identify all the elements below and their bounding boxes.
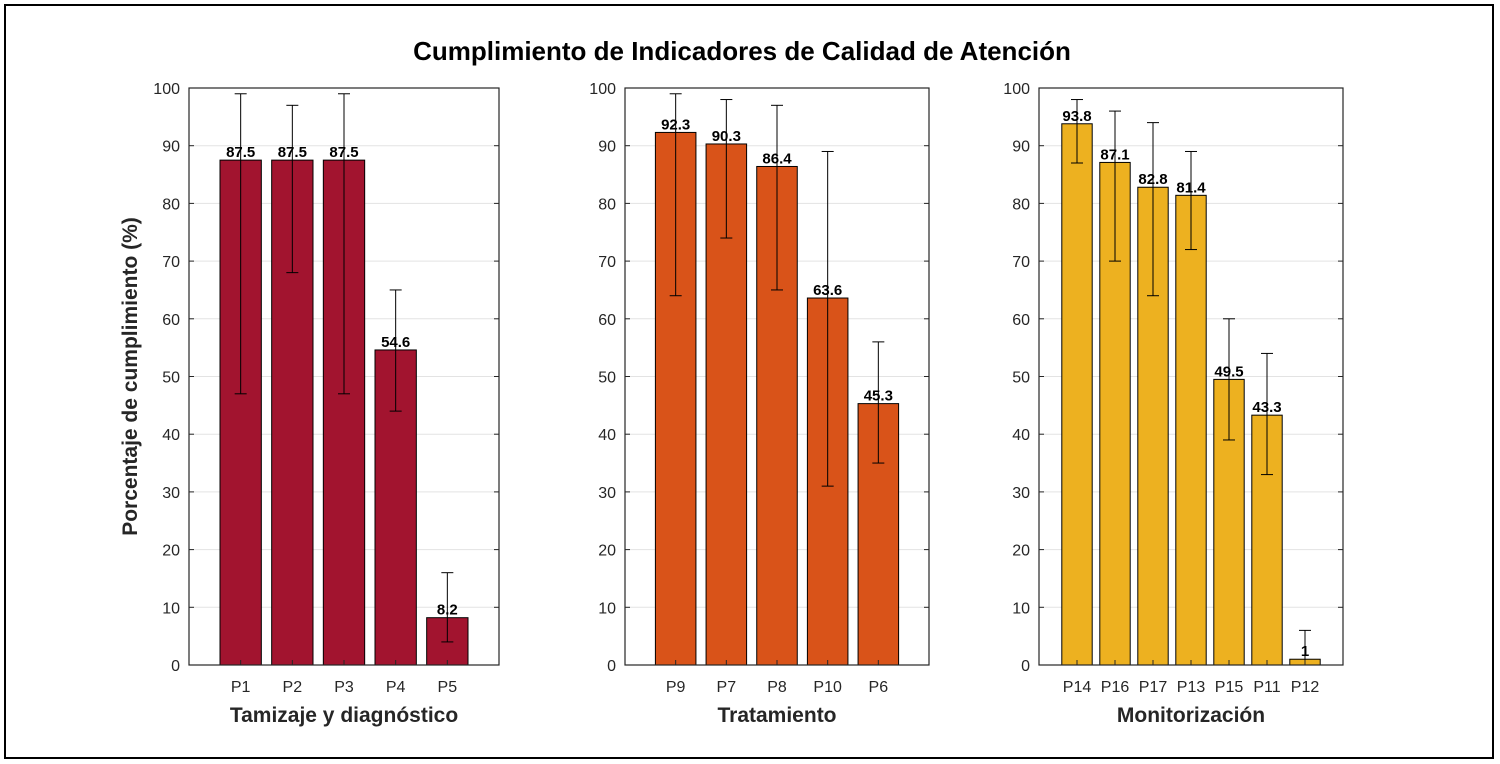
y-tick-label: 10 [1012,600,1030,617]
x-tick-label-P7: P7 [717,679,737,696]
y-tick-label: 50 [598,370,616,387]
y-tick-label: 60 [162,312,180,329]
y-tick-label: 50 [1012,370,1030,387]
y-tick-label: 0 [171,658,180,675]
y-tick-label: 100 [1003,81,1030,98]
data-label-P6: 45.3 [864,388,893,405]
chart-title: Cumplimiento de Indicadores de Calidad d… [413,36,1071,66]
x-tick-label-P8: P8 [767,679,787,696]
y-axis-label: Porcentaje de cumplimiento (%) [119,217,142,536]
y-tick-label: 20 [598,543,616,560]
y-tick-label: 30 [162,485,180,502]
data-label-P14: 93.8 [1062,108,1091,125]
x-axis-label: Tamizaje y diagnóstico [230,704,458,727]
data-label-P16: 87.1 [1100,146,1129,163]
x-tick-label-P4: P4 [386,679,406,696]
axes-box [1038,87,1344,666]
data-label-P2: 87.5 [278,144,307,161]
y-tick-label: 70 [162,254,180,271]
y-tick-label: 20 [162,543,180,560]
y-tick-label: 60 [1012,312,1030,329]
x-tick-label-P15: P15 [1215,679,1244,696]
axes-box [188,87,500,666]
bar-P13 [1175,194,1207,666]
data-label-P13: 81.4 [1176,179,1206,196]
data-label-P12: 1 [1301,643,1309,660]
x-tick-label-P17: P17 [1139,679,1168,696]
x-tick-label-P6: P6 [869,679,889,696]
x-axis-label: Tratamiento [717,704,836,727]
x-tick-label-P13: P13 [1177,679,1206,696]
y-tick-label: 70 [1012,254,1030,271]
x-tick-label-P12: P12 [1291,679,1320,696]
x-tick-label-P5: P5 [438,679,458,696]
data-label-P10: 63.6 [813,282,842,299]
y-tick-label: 90 [598,139,616,156]
y-tick-label: 20 [1012,543,1030,560]
x-tick-label-P2: P2 [283,679,303,696]
y-tick-label: 100 [589,81,616,98]
y-tick-label: 10 [162,600,180,617]
data-label-P11: 43.3 [1252,399,1281,416]
y-tick-label: 30 [1012,485,1030,502]
data-label-P5: 8.2 [437,602,458,619]
data-label-P1: 87.5 [226,144,255,161]
y-tick-label: 0 [607,658,616,675]
data-label-P9: 92.3 [661,116,690,133]
chart-panel-2: 0 10 20 30 40 50 60 70 80 90 100 92.3 P9 90.3 P7 86.4 P8… [589,81,930,727]
y-tick-label: 90 [162,139,180,156]
data-label-P15: 49.5 [1214,363,1243,380]
x-tick-label-P9: P9 [666,679,686,696]
y-tick-label: 70 [598,254,616,271]
x-axis-label: Monitorización [1117,704,1265,727]
y-tick-label: 100 [153,81,180,98]
y-tick-label: 50 [162,370,180,387]
x-tick-label-P10: P10 [813,679,842,696]
y-tick-label: 40 [1012,427,1030,444]
x-tick-label-P3: P3 [334,679,354,696]
data-label-P8: 86.4 [762,150,792,167]
data-label-P7: 90.3 [712,128,741,145]
chart-panel-3: 0 10 20 30 40 50 60 70 80 90 100 93.8 P14 87.1 P16 82.8… [1003,81,1344,727]
data-label-P4: 54.6 [381,334,410,351]
x-tick-label-P1: P1 [231,679,251,696]
y-tick-label: 30 [598,485,616,502]
y-tick-label: 10 [598,600,616,617]
x-tick-label-P14: P14 [1063,679,1092,696]
y-tick-label: 40 [598,427,616,444]
axes-box [624,87,930,666]
y-tick-label: 80 [1012,196,1030,213]
data-label-P17: 82.8 [1138,171,1167,188]
y-tick-label: 0 [1021,658,1030,675]
x-tick-label-P11: P11 [1253,679,1280,696]
y-tick-label: 60 [598,312,616,329]
y-tick-label: 90 [1012,139,1030,156]
bar-P14 [1061,123,1093,666]
data-label-P3: 87.5 [329,144,358,161]
y-tick-label: 80 [162,196,180,213]
y-tick-label: 40 [162,427,180,444]
x-tick-label-P16: P16 [1101,679,1130,696]
chart-panel-1: 0 10 20 30 40 50 60 70 80 90 100 87.5 P1 87.5 P2 87.5 P3… [119,81,500,727]
y-tick-label: 80 [598,196,616,213]
